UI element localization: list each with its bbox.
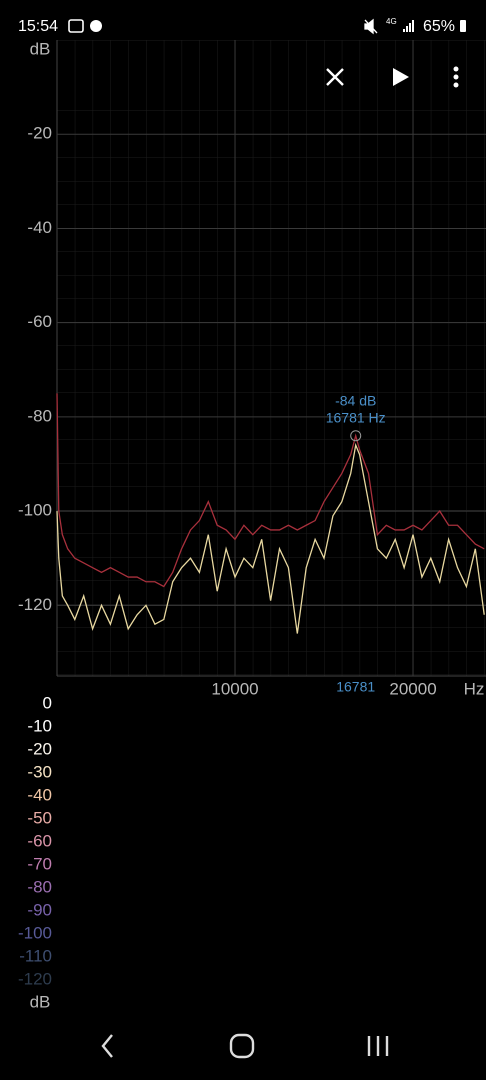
colorbar-label: -40	[27, 785, 52, 804]
mute-icon	[364, 18, 378, 35]
colorbar-label: -100	[18, 923, 52, 942]
y-tick-label: -100	[18, 501, 52, 520]
x-tick-label: 20000	[389, 679, 436, 698]
peak-axis-label: 16781	[336, 679, 375, 695]
signal-icon	[403, 20, 414, 32]
battery-level: 65%	[423, 18, 455, 35]
spectrum-line	[56, 442, 485, 634]
y-tick-label: -20	[27, 124, 52, 143]
colorbar-label: -80	[27, 877, 52, 896]
y-tick-label: -80	[27, 406, 52, 425]
battery-icon	[460, 20, 466, 32]
colorbar-label: 0	[43, 693, 52, 712]
notification-icon	[90, 20, 102, 32]
colorbar-label: -120	[18, 969, 52, 988]
play-button[interactable]	[393, 68, 409, 86]
y-unit: dB	[30, 39, 51, 58]
colorbar-label: -60	[27, 831, 52, 850]
peak-marker	[350, 430, 362, 442]
x-tick-label: 10000	[211, 679, 258, 698]
peak-db-label: -84 dB	[335, 392, 376, 408]
network-icon: 4G	[386, 17, 397, 26]
home-button[interactable]	[229, 1033, 255, 1059]
colorbar-label: -10	[27, 716, 52, 735]
back-button[interactable]	[101, 1034, 113, 1058]
y-tick-label: -120	[18, 595, 52, 614]
clock: 15:54	[18, 18, 58, 35]
minor-grid	[57, 40, 486, 676]
close-button[interactable]	[326, 68, 344, 86]
recents-button[interactable]	[367, 1036, 389, 1056]
x-unit: Hz	[464, 679, 485, 698]
menu-button[interactable]	[453, 66, 459, 88]
colorbar-unit: dB	[30, 992, 51, 1011]
spectrum-line	[56, 393, 485, 588]
colorbar-label: -20	[27, 739, 52, 758]
colorbar-label: -70	[27, 854, 52, 873]
colorbar-label: -110	[19, 946, 52, 965]
y-tick-label: -60	[27, 312, 52, 331]
colorbar-label: -50	[27, 808, 52, 827]
gallery-icon	[68, 19, 84, 33]
peak-hz-label: 16781 Hz	[326, 409, 386, 425]
colorbar-label: -90	[27, 900, 52, 919]
y-tick-label: -40	[27, 218, 52, 237]
colorbar-label: -30	[27, 762, 52, 781]
